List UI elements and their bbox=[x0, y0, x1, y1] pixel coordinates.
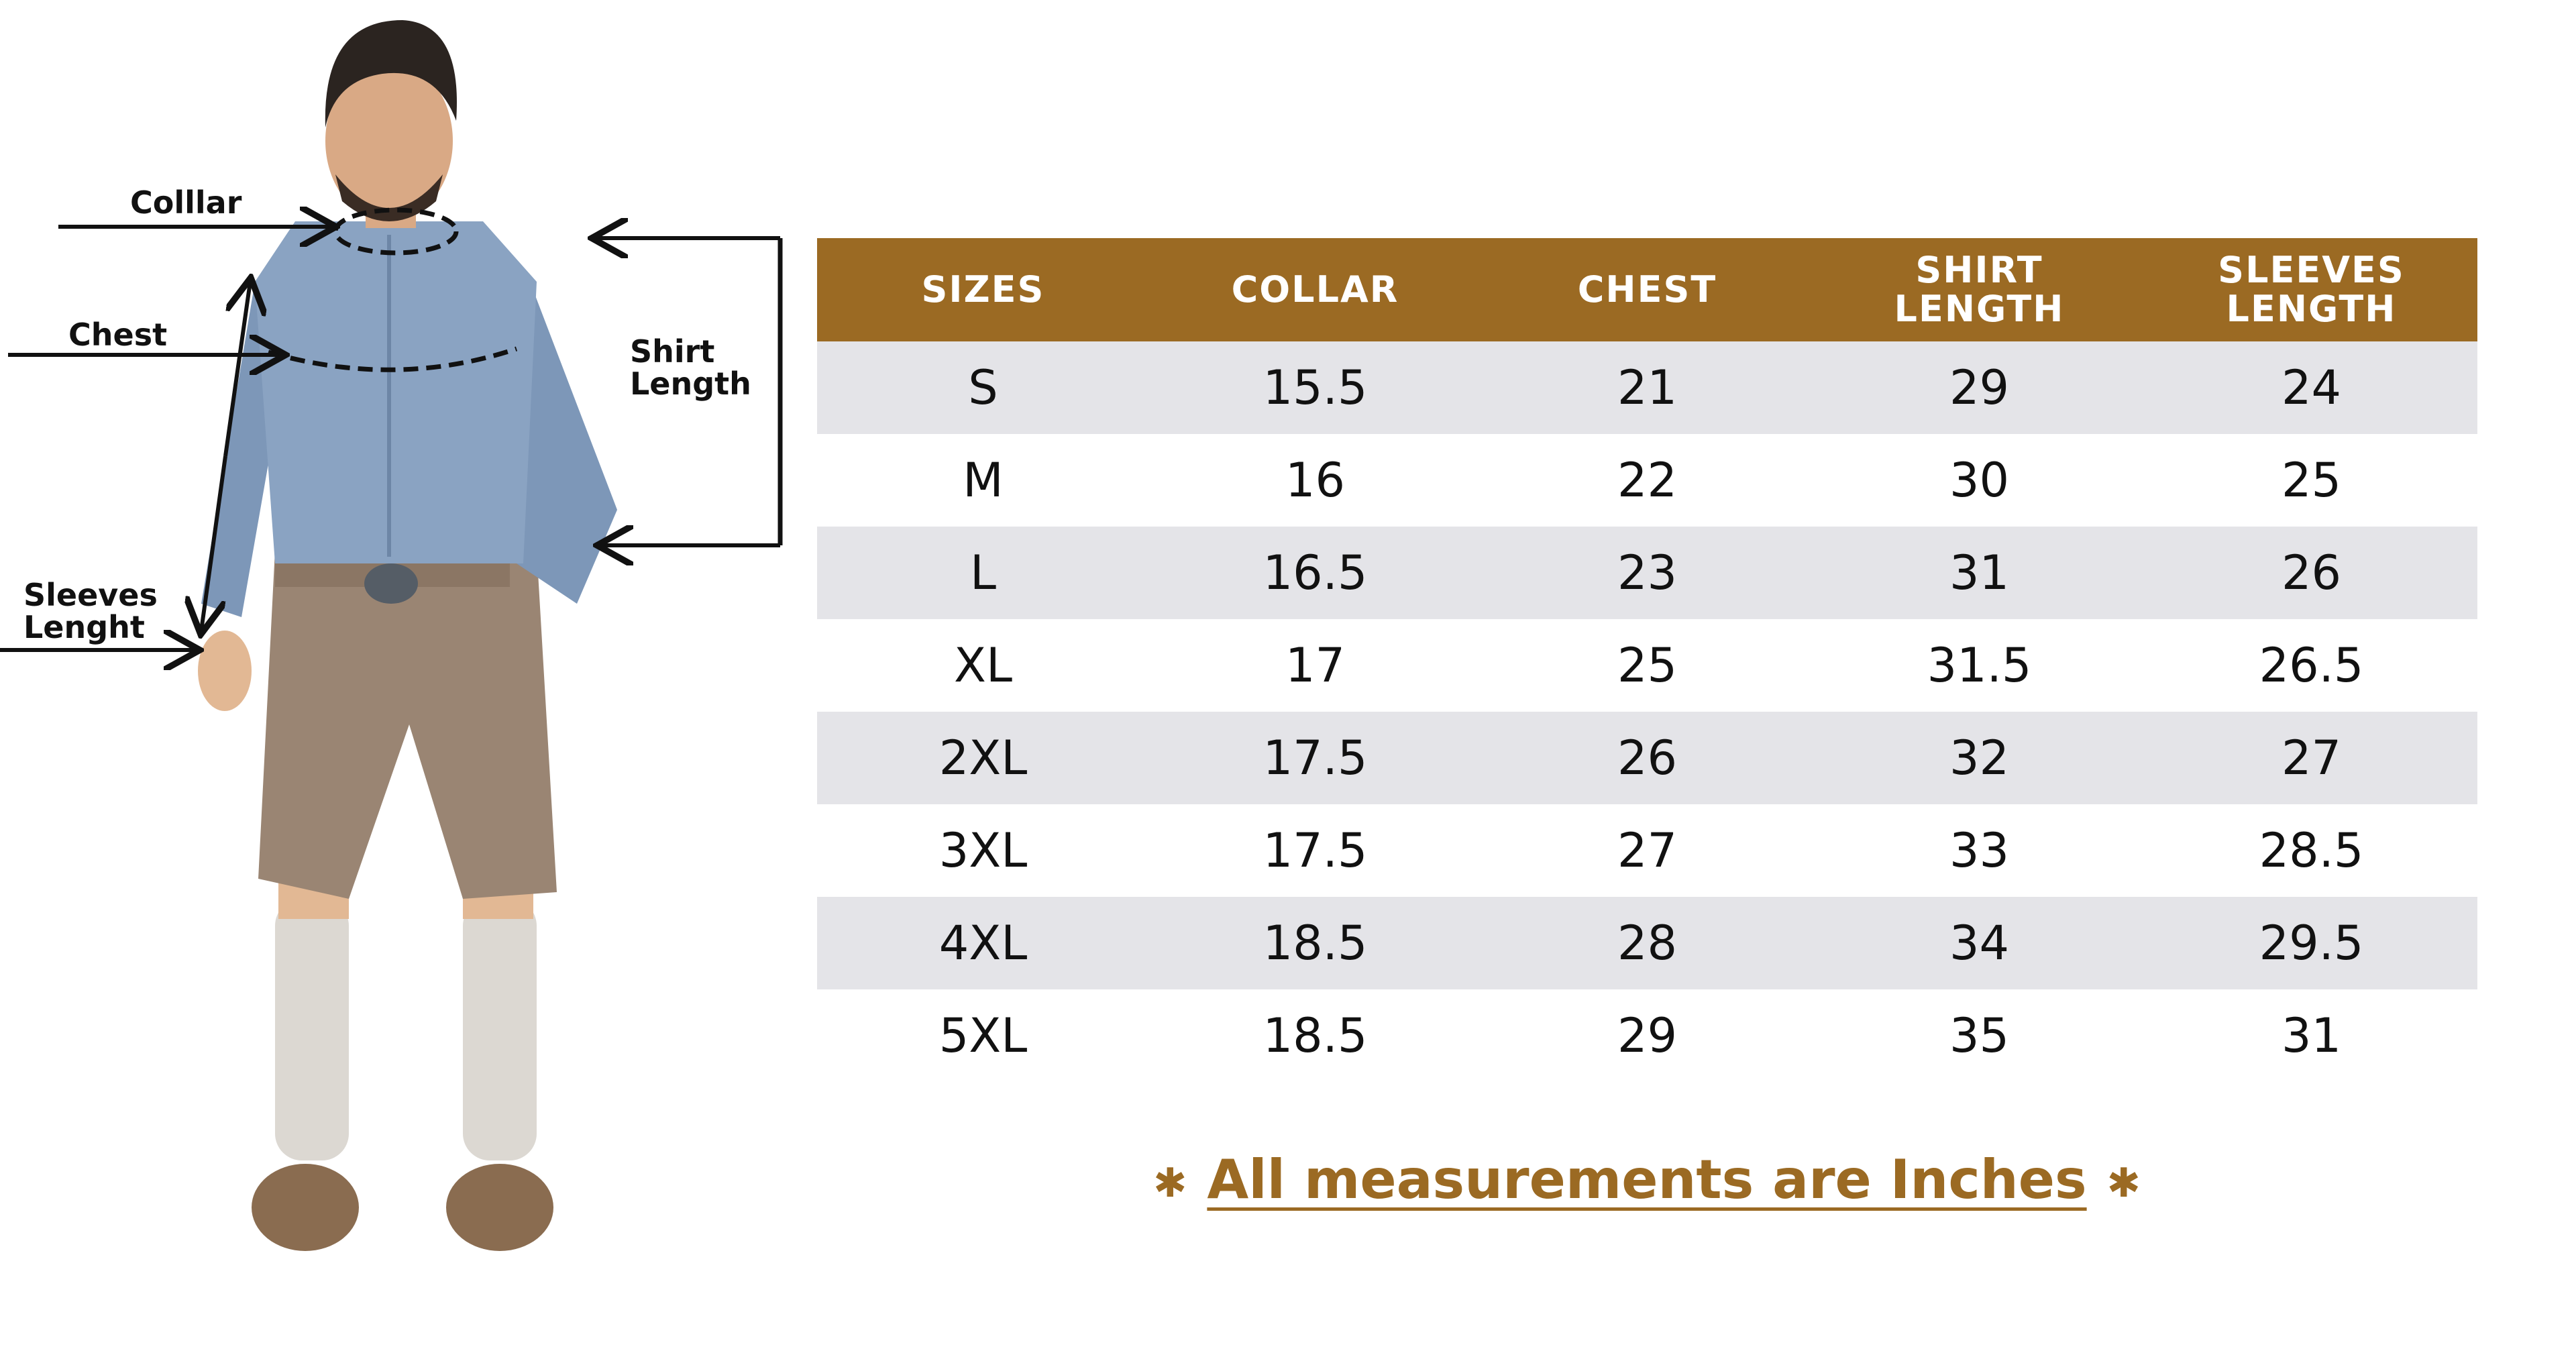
footnote: ✱ All measurements are Inches ✱ bbox=[0, 1148, 2576, 1211]
table-cell: 17.5 bbox=[1149, 712, 1481, 804]
table-row: 2XL 17.5 26 32 27 bbox=[817, 712, 2477, 804]
table-cell: 29 bbox=[1813, 341, 2145, 434]
table-cell: 31.5 bbox=[1927, 638, 2032, 693]
table-cell: M bbox=[963, 453, 1004, 508]
collar-label: Colllar bbox=[130, 184, 242, 221]
table-cell: 27 bbox=[1617, 823, 1678, 878]
table-cell: 25 bbox=[1617, 638, 1678, 693]
chest-label: Chest bbox=[68, 317, 167, 353]
table-cell: 3XL bbox=[938, 823, 1028, 878]
table-row: S 15.5 21 29 24 bbox=[817, 341, 2477, 434]
table-cell: 26 bbox=[2145, 527, 2477, 619]
table-cell: 22 bbox=[1617, 453, 1678, 508]
table-cell: 28 bbox=[1481, 897, 1813, 989]
collar-guide bbox=[333, 207, 459, 256]
table-cell: 24 bbox=[2145, 341, 2477, 434]
table-cell: 4XL bbox=[817, 897, 1149, 989]
chest-guide bbox=[268, 346, 518, 372]
size-table: SIZES COLLAR CHEST SHIRT LENGTH SLEEVES LENG… bbox=[817, 238, 2477, 1082]
beard bbox=[335, 174, 443, 221]
header-cell: SIZES bbox=[817, 238, 1149, 341]
table-cell: 16.5 bbox=[1149, 527, 1481, 619]
table-cell: 25 bbox=[2281, 453, 2342, 508]
table-cell: L bbox=[817, 527, 1149, 619]
header-cell: CHEST bbox=[1481, 238, 1813, 341]
table-row: XL 17 25 31.5 26.5 bbox=[817, 619, 2477, 712]
table-row: 4XL 18.5 28 34 29.5 bbox=[817, 897, 2477, 989]
table-cell: 26 bbox=[1481, 712, 1813, 804]
sleeve-length-arrow bbox=[201, 455, 227, 631]
table-cell: 29 bbox=[1617, 1008, 1678, 1063]
table-cell: 5XL bbox=[938, 1008, 1028, 1063]
shirt bbox=[255, 221, 537, 563]
hand bbox=[198, 631, 252, 711]
header-row: SIZES COLLAR CHEST SHIRT LENGTH SLEEVES LENG… bbox=[817, 238, 2477, 341]
table-cell: 26.5 bbox=[2259, 638, 2364, 693]
table-row: 3XL 17.5 27 33 28.5 bbox=[817, 804, 2477, 897]
table-cell: 17 bbox=[1285, 638, 1346, 693]
table-cell: 35 bbox=[1949, 1008, 2010, 1063]
table-cell: 17.5 bbox=[1263, 823, 1368, 878]
arm bbox=[517, 282, 617, 604]
table-cell: 18.5 bbox=[1149, 897, 1481, 989]
table-row: L 16.5 23 31 26 bbox=[817, 527, 2477, 619]
footnote-text: All measurements are Inches bbox=[1207, 1148, 2087, 1211]
header-cell: SHIRT LENGTH bbox=[1813, 238, 2145, 341]
buckle bbox=[364, 563, 418, 604]
shorts bbox=[258, 550, 557, 899]
sock bbox=[275, 899, 349, 1160]
table-cell: 21 bbox=[1481, 341, 1813, 434]
table-cell: 30 bbox=[1949, 453, 2010, 508]
table-cell: XL bbox=[954, 638, 1012, 693]
table-cell: 16 bbox=[1285, 453, 1346, 508]
sleeve-length-arrow bbox=[223, 282, 250, 457]
asterisk: ✱ bbox=[2106, 1160, 2141, 1207]
table-cell: 27 bbox=[2145, 712, 2477, 804]
hair bbox=[325, 20, 457, 127]
table-body: S 15.5 21 29 24 M 16 22 30 25 L 16.5 23 31 26 XL 17 25 31.… bbox=[817, 341, 2477, 1082]
sleeves-length-label: Sleeves Lenght bbox=[23, 577, 158, 645]
table-cell: 2XL bbox=[817, 712, 1149, 804]
table-cell: 34 bbox=[1813, 897, 2145, 989]
sock bbox=[463, 899, 537, 1160]
table-cell: 15.5 bbox=[1149, 341, 1481, 434]
table-cell: 23 bbox=[1481, 527, 1813, 619]
face bbox=[325, 60, 453, 221]
table-cell: 29.5 bbox=[2145, 897, 2477, 989]
table-cell: 31 bbox=[1813, 527, 2145, 619]
table-row: 5XL 18.5 29 35 31 bbox=[817, 989, 2477, 1082]
table-cell: 28.5 bbox=[2259, 823, 2364, 878]
shoe bbox=[446, 1164, 553, 1251]
table-cell: 18.5 bbox=[1263, 1008, 1368, 1063]
table-cell: 31 bbox=[2281, 1008, 2342, 1063]
table-cell: S bbox=[817, 341, 1149, 434]
shirt-length-label: Shirt Length bbox=[630, 333, 751, 402]
table-cell: 32 bbox=[1813, 712, 2145, 804]
header-cell: COLLAR bbox=[1149, 238, 1481, 341]
table-row: M 16 22 30 25 bbox=[817, 434, 2477, 527]
table-cell: 33 bbox=[1949, 823, 2010, 878]
header-cell: SLEEVES LENGTH bbox=[2145, 238, 2477, 341]
size-figure: Colllar Chest Shirt Length Sleeves Lenght bbox=[0, 20, 783, 1251]
shoe bbox=[252, 1164, 359, 1251]
asterisk: ✱ bbox=[1153, 1160, 1187, 1207]
